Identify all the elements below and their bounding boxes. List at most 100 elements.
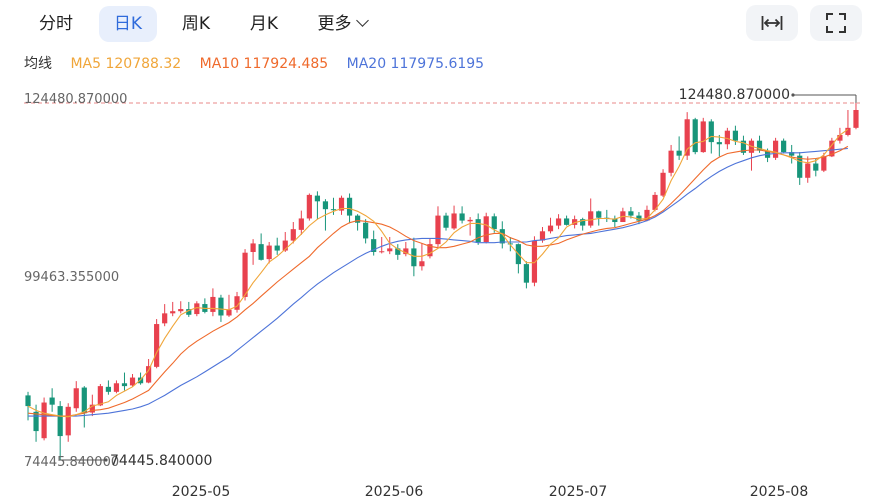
- candle-body: [81, 387, 87, 414]
- candle-body: [628, 211, 634, 216]
- candle-body: [89, 404, 95, 413]
- candle-body: [539, 231, 546, 241]
- tab-monthly-k[interactable]: 月K: [249, 14, 279, 34]
- tab-more[interactable]: 更多: [306, 6, 378, 42]
- candle-body: [837, 134, 843, 141]
- candle-body: [170, 311, 176, 314]
- fullscreen-icon: [826, 13, 846, 33]
- candle-body: [467, 219, 473, 222]
- candle-body: [572, 219, 578, 225]
- candle-body: [25, 395, 31, 407]
- candle-body: [178, 309, 184, 312]
- candle-body: [363, 222, 369, 239]
- candle-body: [789, 152, 795, 156]
- tab-daily-k[interactable]: 日K: [99, 6, 157, 42]
- candle-body: [547, 225, 554, 232]
- candle-body: [813, 163, 819, 171]
- candle-body: [676, 150, 682, 156]
- candle-body: [443, 215, 449, 228]
- candle-body: [580, 219, 586, 226]
- legend-ma5: MA5 120788.32: [70, 56, 182, 72]
- candle-body: [821, 156, 827, 171]
- candle-body: [588, 211, 594, 226]
- candle-body: [596, 211, 602, 218]
- candle-body: [290, 229, 296, 241]
- candle-body: [427, 244, 433, 257]
- candle-body: [154, 324, 160, 367]
- candle-body: [652, 194, 658, 210]
- candle-body: [49, 397, 55, 405]
- x-axis-tick-label: 2025-05: [172, 484, 231, 500]
- candle-body: [435, 215, 441, 245]
- tab-weekly-k[interactable]: 周K: [181, 14, 211, 34]
- candle-body: [218, 297, 224, 316]
- x-axis-tick-label: 2025-06: [365, 484, 424, 500]
- ma20-line: [28, 147, 848, 417]
- candle-body: [387, 248, 393, 252]
- candle-body: [829, 140, 835, 157]
- candle-body: [306, 194, 312, 219]
- candle-body: [250, 243, 256, 252]
- candle-body: [555, 218, 562, 226]
- candle-body: [805, 163, 811, 178]
- candle-body: [853, 109, 859, 128]
- candle-body: [403, 248, 409, 255]
- candle-body: [716, 142, 722, 145]
- candle-body: [732, 130, 739, 141]
- candle-body: [194, 303, 200, 315]
- candle-body: [483, 216, 489, 242]
- high-price-label: 124480.870000: [679, 87, 790, 103]
- candle-body: [234, 296, 240, 310]
- candle-body: [314, 195, 321, 202]
- candle-body: [531, 240, 538, 283]
- candle-body: [459, 213, 465, 221]
- candle-body: [57, 406, 63, 437]
- candle-body: [338, 197, 345, 211]
- candle-body: [491, 216, 497, 230]
- candle-body: [65, 406, 71, 436]
- candle-body: [419, 261, 425, 267]
- tab-intraday[interactable]: 分时: [39, 14, 73, 34]
- low-price-label: 74445.840000: [110, 453, 212, 469]
- candle-body: [411, 248, 417, 267]
- candle-body: [121, 383, 128, 387]
- candle-body: [266, 245, 272, 260]
- candle-body: [395, 248, 401, 255]
- low-marker-dot: [104, 458, 108, 462]
- candle-body: [523, 264, 530, 283]
- horizontal-expand-icon: [761, 16, 783, 30]
- high-marker-dot: [791, 93, 795, 97]
- candle-body: [612, 218, 618, 223]
- legend-ma10: MA10 117924.485: [199, 56, 329, 72]
- candle-body: [684, 119, 690, 156]
- legend-ma20: MA20 117975.6195: [346, 56, 485, 72]
- candle-body: [700, 121, 706, 153]
- candle-body: [772, 140, 779, 158]
- y-axis-tick-label: 74445.840000: [24, 455, 119, 470]
- candle-body: [740, 140, 747, 153]
- candle-body: [475, 219, 481, 242]
- candle-body: [162, 313, 168, 324]
- candle-body: [371, 239, 377, 252]
- candle-body: [258, 244, 264, 260]
- y-axis-tick-label: 124480.870000: [24, 92, 127, 107]
- ma5-line: [27, 128, 849, 418]
- candle-body: [379, 251, 385, 253]
- candle-body: [636, 215, 642, 221]
- candle-body: [298, 218, 304, 230]
- legend-title: 均线: [24, 56, 52, 72]
- candle-body: [845, 127, 851, 135]
- candle-body: [97, 386, 103, 406]
- y-axis-tick-label: 99463.355000: [24, 270, 119, 285]
- x-axis-tick-label: 2025-07: [549, 484, 608, 500]
- candle-body: [330, 209, 337, 211]
- candle-body: [499, 229, 505, 244]
- fullscreen-button[interactable]: [810, 5, 862, 41]
- candle-body: [282, 240, 288, 251]
- candle-body: [724, 130, 730, 145]
- candle-body: [346, 197, 353, 216]
- horizontal-expand-button[interactable]: [746, 5, 798, 41]
- candle-body: [692, 119, 698, 153]
- candle-body: [210, 296, 216, 312]
